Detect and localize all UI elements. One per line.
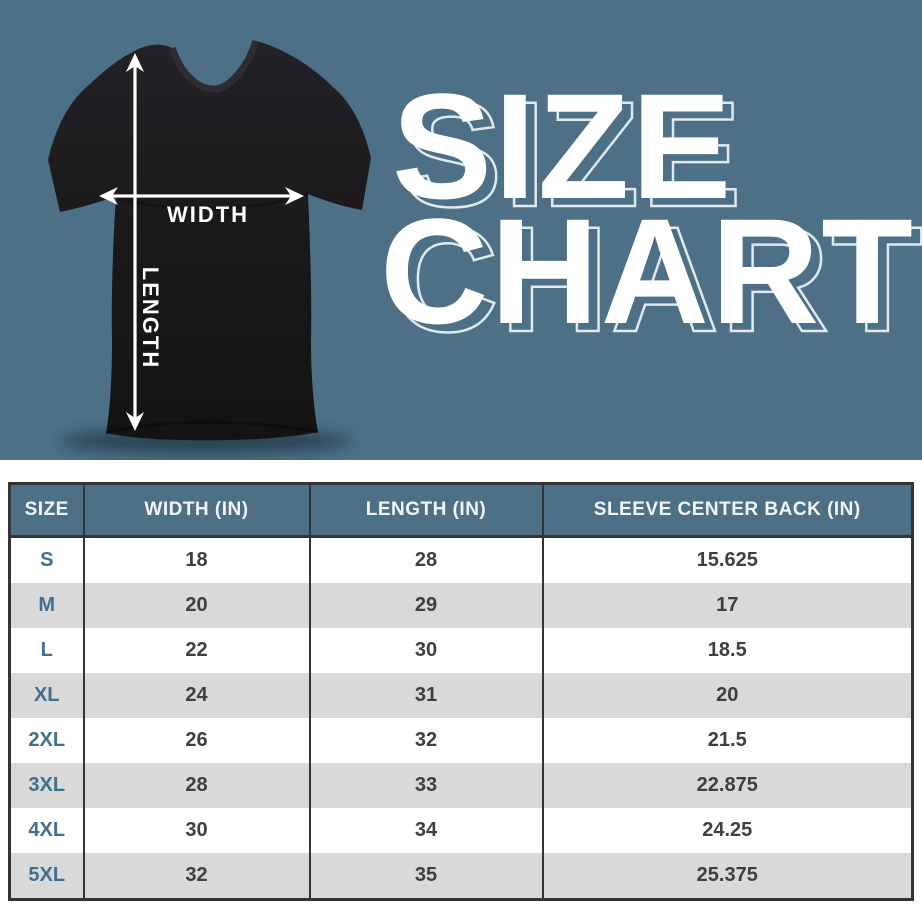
size-cell: M (9, 583, 84, 628)
length-measure-label: LENGTH (138, 267, 163, 369)
length-cell: 30 (308, 628, 543, 673)
title-line1-outline: SIZE (402, 70, 743, 238)
length-cell: 28 (308, 536, 543, 583)
hero-banner: WIDTH LENGTH SIZE SIZE CHART CHART (0, 0, 922, 460)
title-line1: SIZE (392, 62, 733, 230)
header-length: LENGTH (IN) (308, 483, 543, 538)
width-arrow-icon (99, 187, 304, 205)
table-row-3xl: 3XL 28 33 22.875 (9, 763, 913, 808)
width-cell: 28 (82, 763, 310, 808)
width-cell: 32 (82, 853, 310, 900)
size-chart-title: SIZE SIZE CHART CHART (380, 62, 922, 364)
width-cell: 24 (82, 673, 310, 718)
sleeve-cell: 20 (541, 673, 913, 718)
tshirt-measure-illustration: WIDTH LENGTH (48, 39, 371, 454)
table-row-m: M 20 29 17 (9, 583, 913, 628)
width-cell: 18 (82, 536, 310, 583)
size-cell: XL (9, 673, 84, 718)
table-row-xl: XL 24 31 20 (9, 673, 913, 718)
table-row-5xl: 5XL 32 35 25.375 (9, 853, 913, 900)
size-cell: 4XL (9, 808, 84, 853)
length-cell: 31 (308, 673, 543, 718)
sleeve-cell: 22.875 (541, 763, 913, 808)
table-row-l: L 22 30 18.5 (9, 628, 913, 673)
width-cell: 26 (82, 718, 310, 763)
sleeve-cell: 25.375 (541, 853, 913, 900)
header-width: WIDTH (IN) (82, 483, 310, 538)
header-row: SIZE WIDTH (IN) LENGTH (IN) SLEEVE CENTE… (9, 483, 913, 538)
length-cell: 32 (308, 718, 543, 763)
title-line2: CHART (380, 187, 915, 355)
size-cell: 5XL (9, 853, 84, 900)
width-cell: 22 (82, 628, 310, 673)
collar-band (168, 39, 260, 93)
size-cell: 3XL (9, 763, 84, 808)
title-line2-outline: CHART (390, 195, 922, 363)
size-cell: L (9, 628, 84, 673)
sleeve-cell: 21.5 (541, 718, 913, 763)
table-row-2xl: 2XL 26 32 21.5 (9, 718, 913, 763)
sleeve-cell: 18.5 (541, 628, 913, 673)
length-cell: 33 (308, 763, 543, 808)
sleeve-cell: 15.625 (541, 536, 913, 583)
sleeve-cell: 24.25 (541, 808, 913, 853)
length-arrow-icon (126, 53, 144, 431)
length-cell: 29 (308, 583, 543, 628)
length-cell: 35 (308, 853, 543, 900)
table-row-4xl: 4XL 30 34 24.25 (9, 808, 913, 853)
size-table-section: SIZE WIDTH (IN) LENGTH (IN) SLEEVE CENTE… (8, 482, 914, 901)
width-cell: 30 (82, 808, 310, 853)
header-sleeve: SLEEVE CENTER BACK (IN) (541, 483, 913, 538)
tshirt-graphic (48, 41, 371, 441)
size-cell: S (9, 536, 84, 583)
width-measure-label: WIDTH (167, 202, 249, 227)
length-cell: 34 (308, 808, 543, 853)
size-cell: 2XL (9, 718, 84, 763)
table-row-s: S 18 28 15.625 (9, 536, 913, 583)
header-size: SIZE (9, 483, 84, 538)
width-cell: 20 (82, 583, 310, 628)
size-table: SIZE WIDTH (IN) LENGTH (IN) SLEEVE CENTE… (8, 482, 914, 901)
sleeve-cell: 17 (541, 583, 913, 628)
